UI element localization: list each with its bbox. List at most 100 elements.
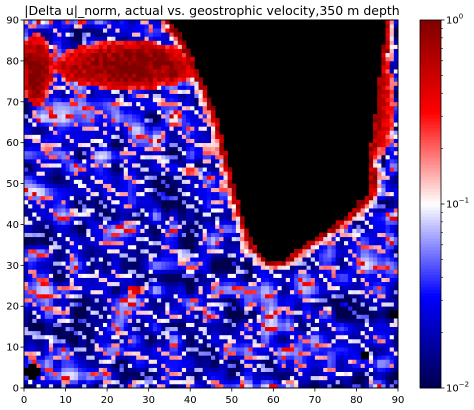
heatmap-cell	[227, 167, 233, 172]
heatmap-cell	[244, 232, 249, 238]
heatmap-cell	[48, 248, 54, 254]
heatmap-cell	[327, 236, 332, 242]
heatmap-cell	[69, 257, 75, 262]
heatmap-cell	[198, 138, 204, 144]
heatmap-cell	[190, 244, 195, 250]
heatmap-cell	[86, 236, 91, 242]
heatmap-cell	[169, 281, 174, 287]
heatmap-cell	[94, 257, 100, 262]
heatmap-cell	[69, 359, 75, 364]
heatmap-cell	[352, 289, 357, 295]
heatmap-cell	[111, 179, 116, 184]
heatmap-cell	[73, 326, 79, 332]
heatmap-cell	[98, 261, 104, 266]
heatmap-cell	[248, 310, 253, 315]
heatmap-cell	[44, 154, 50, 160]
heatmap-cell	[53, 244, 58, 250]
heatmap-cell	[281, 277, 287, 283]
heatmap-cell	[206, 191, 212, 197]
heatmap-cell	[40, 163, 46, 168]
heatmap-cell	[36, 281, 41, 287]
heatmap-cell	[319, 310, 324, 315]
heatmap-cell	[119, 302, 125, 307]
heatmap-cell	[40, 179, 46, 184]
heatmap-cell	[156, 126, 162, 131]
heatmap-cell	[107, 114, 112, 119]
heatmap-cell	[190, 154, 195, 160]
heatmap-cell	[94, 126, 100, 131]
heatmap-cell	[252, 351, 258, 356]
heatmap-cell	[73, 338, 79, 344]
heatmap-cell	[198, 159, 204, 164]
heatmap-cell	[252, 347, 258, 352]
heatmap-cell	[219, 257, 224, 262]
heatmap-cell	[78, 314, 83, 319]
heatmap-cell	[310, 322, 316, 328]
heatmap-cell	[343, 228, 349, 233]
heatmap-cell	[298, 257, 303, 262]
heatmap-cell	[294, 347, 299, 352]
heatmap-cell	[36, 343, 41, 348]
heatmap-cell	[248, 322, 253, 328]
heatmap-cell	[53, 334, 58, 340]
heatmap-cell	[265, 285, 270, 291]
heatmap-cell	[364, 212, 370, 217]
heatmap-cell	[132, 244, 137, 250]
heatmap-cell	[335, 281, 341, 287]
heatmap-cell	[102, 269, 108, 274]
heatmap-cell	[107, 277, 112, 283]
heatmap-cell	[260, 383, 266, 389]
heatmap-cell	[173, 253, 179, 258]
heatmap-cell	[206, 273, 212, 278]
heatmap-cell	[78, 220, 83, 225]
heatmap-cell	[123, 171, 129, 176]
heatmap-cell	[339, 220, 345, 225]
heatmap-cell	[377, 228, 382, 233]
heatmap-cell	[331, 285, 337, 291]
heatmap-cell	[28, 322, 33, 328]
heatmap-cell	[377, 240, 382, 246]
heatmap-cell	[65, 232, 71, 238]
heatmap-cell	[86, 212, 91, 217]
heatmap-cell	[186, 318, 191, 323]
heatmap-cell	[107, 347, 112, 352]
heatmap-cell	[119, 114, 125, 119]
heatmap-cell	[190, 142, 195, 148]
heatmap-cell	[389, 228, 395, 233]
heatmap-cell	[169, 244, 174, 250]
heatmap-cell	[69, 130, 75, 135]
heatmap-cell	[86, 334, 91, 340]
heatmap-cell	[352, 281, 357, 287]
heatmap-cell	[82, 199, 87, 205]
heatmap-cell	[69, 277, 75, 283]
heatmap-cell	[61, 338, 66, 344]
heatmap-cell	[136, 216, 141, 221]
heatmap-cell	[323, 273, 328, 278]
heatmap-cell	[132, 130, 137, 135]
heatmap-cell	[173, 118, 179, 123]
heatmap-cell	[111, 273, 116, 278]
heatmap-cell	[215, 285, 220, 291]
heatmap-cell	[190, 293, 195, 299]
heatmap-cell	[381, 285, 386, 291]
heatmap-cell	[123, 142, 129, 148]
heatmap-cell	[48, 183, 54, 188]
heatmap-cell	[277, 318, 282, 323]
heatmap-cell	[123, 199, 129, 205]
heatmap-cell	[127, 167, 133, 172]
heatmap-cell	[48, 253, 54, 258]
heatmap-cell	[65, 277, 71, 283]
heatmap-cell	[169, 150, 174, 156]
heatmap-cell	[28, 228, 33, 233]
heatmap-cell	[373, 204, 378, 209]
heatmap-cell	[231, 248, 237, 254]
heatmap-cell	[123, 146, 129, 152]
heatmap-cell	[202, 122, 208, 127]
heatmap-cell	[360, 285, 366, 291]
heatmap-cell	[78, 240, 83, 246]
heatmap-cell	[28, 343, 33, 348]
heatmap-cell	[65, 204, 71, 209]
heatmap-cell	[40, 306, 46, 311]
heatmap-cell	[78, 236, 83, 242]
heatmap-cell	[173, 208, 179, 213]
